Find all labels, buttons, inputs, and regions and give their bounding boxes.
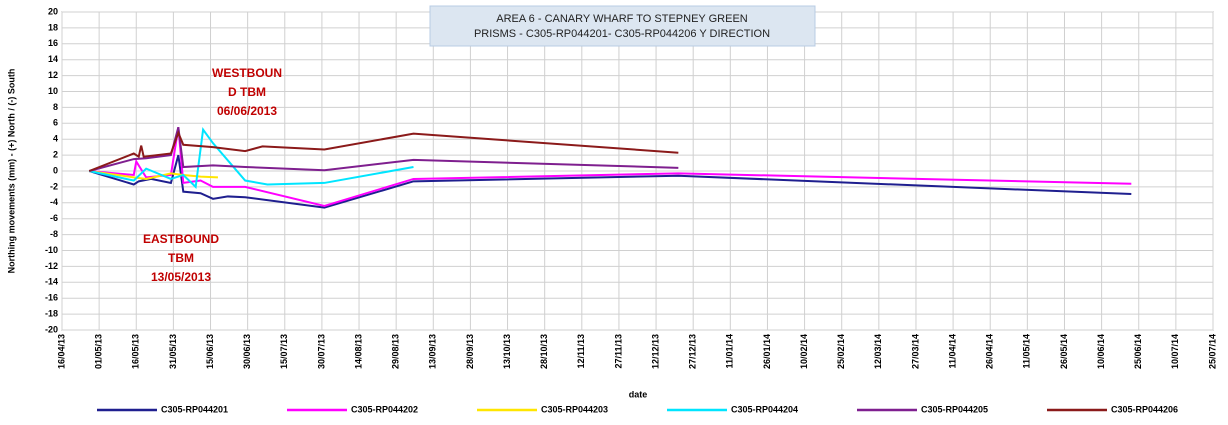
y-tick-label: 2 [53, 149, 58, 159]
x-tick-label: 26/04/14 [985, 334, 995, 369]
x-tick-label: 26/05/14 [1059, 334, 1069, 369]
y-tick-label: -8 [50, 229, 58, 239]
annotation: D TBM [228, 85, 266, 99]
x-tick-label: 11/01/14 [725, 334, 735, 369]
series-line [88, 154, 1132, 209]
y-tick-label: 8 [53, 102, 58, 112]
x-tick-label: 29/08/13 [391, 334, 401, 369]
y-tick-label: 20 [48, 6, 58, 16]
y-tick-label: 10 [48, 86, 58, 96]
x-tick-label: 16/05/13 [131, 334, 141, 369]
x-tick-label: 12/12/13 [650, 334, 660, 369]
legend-label: C305-RP044204 [731, 404, 798, 414]
x-tick-label: 25/06/14 [1133, 334, 1143, 369]
y-tick-label: -12 [45, 261, 58, 271]
x-tick-label: 10/07/14 [1170, 334, 1180, 369]
x-tick-label: 14/08/13 [353, 334, 363, 369]
x-tick-label: 28/10/13 [539, 334, 549, 369]
y-tick-label: -4 [50, 197, 58, 207]
y-tick-label: -2 [50, 181, 58, 191]
x-tick-label: 30/06/13 [242, 334, 252, 369]
annotation: TBM [168, 251, 194, 265]
chart-title: PRISMS - C305-RP044201- C305-RP044206 Y … [474, 28, 770, 40]
legend-label: C305-RP044202 [351, 404, 418, 414]
series-line [88, 127, 679, 172]
x-tick-label: 27/03/14 [910, 334, 920, 369]
x-tick-label: 10/06/14 [1096, 334, 1106, 369]
x-tick-label: 13/09/13 [428, 334, 438, 369]
x-tick-label: 25/02/14 [836, 334, 846, 369]
x-tick-label: 16/04/13 [56, 334, 66, 369]
x-tick-label: 11/05/14 [1022, 334, 1032, 369]
y-tick-label: -14 [45, 277, 58, 287]
series-line [89, 127, 1132, 208]
y-tick-label: -16 [45, 293, 58, 303]
y-tick-label: -10 [45, 245, 58, 255]
y-tick-label: 14 [48, 54, 58, 64]
y-tick-label: 18 [48, 22, 58, 32]
chart-title: AREA 6 - CANARY WHARF TO STEPNEY GREEN [496, 13, 747, 25]
x-tick-label: 01/05/13 [94, 334, 104, 369]
annotation: WESTBOUN [212, 66, 282, 80]
y-axis-label: Northing movements (mm) - (+) North / (-… [6, 69, 16, 274]
x-tick-label: 28/09/13 [465, 334, 475, 369]
x-tick-label: 26/01/14 [762, 334, 772, 369]
y-tick-label: 4 [53, 134, 58, 144]
series-line [89, 170, 218, 180]
y-tick-label: 6 [53, 118, 58, 128]
x-tick-label: 27/12/13 [688, 334, 698, 369]
x-tick-label: 27/11/13 [613, 334, 623, 369]
x-tick-label: 30/07/13 [316, 334, 326, 369]
x-axis-label: date [629, 389, 648, 399]
legend-label: C305-RP044206 [1111, 404, 1178, 414]
x-tick-label: 31/05/13 [168, 334, 178, 369]
x-tick-label: 15/07/13 [279, 334, 289, 369]
annotation: EASTBOUND [143, 232, 219, 246]
x-tick-label: 15/06/13 [205, 334, 215, 369]
y-tick-label: 16 [48, 38, 58, 48]
x-tick-label: 11/04/14 [947, 334, 957, 369]
annotation: 06/06/2013 [217, 104, 277, 118]
x-tick-label: 25/07/14 [1207, 334, 1217, 369]
title-box [429, 5, 816, 47]
y-tick-label: -18 [45, 308, 58, 318]
series-line [88, 130, 679, 172]
x-tick-label: 12/03/14 [873, 334, 883, 369]
legend-label: C305-RP044205 [921, 404, 988, 414]
y-tick-label: 0 [53, 165, 58, 175]
y-tick-label: 12 [48, 70, 58, 80]
legend-label: C305-RP044201 [161, 404, 228, 414]
x-tick-label: 12/11/13 [576, 334, 586, 369]
y-tick-label: -6 [50, 213, 58, 223]
x-tick-label: 13/10/13 [502, 334, 512, 369]
legend-label: C305-RP044203 [541, 404, 608, 414]
y-tick-label: -20 [45, 324, 58, 334]
series-line [89, 127, 414, 189]
annotation: 13/05/2013 [151, 270, 211, 284]
x-tick-label: 10/02/14 [799, 334, 809, 369]
